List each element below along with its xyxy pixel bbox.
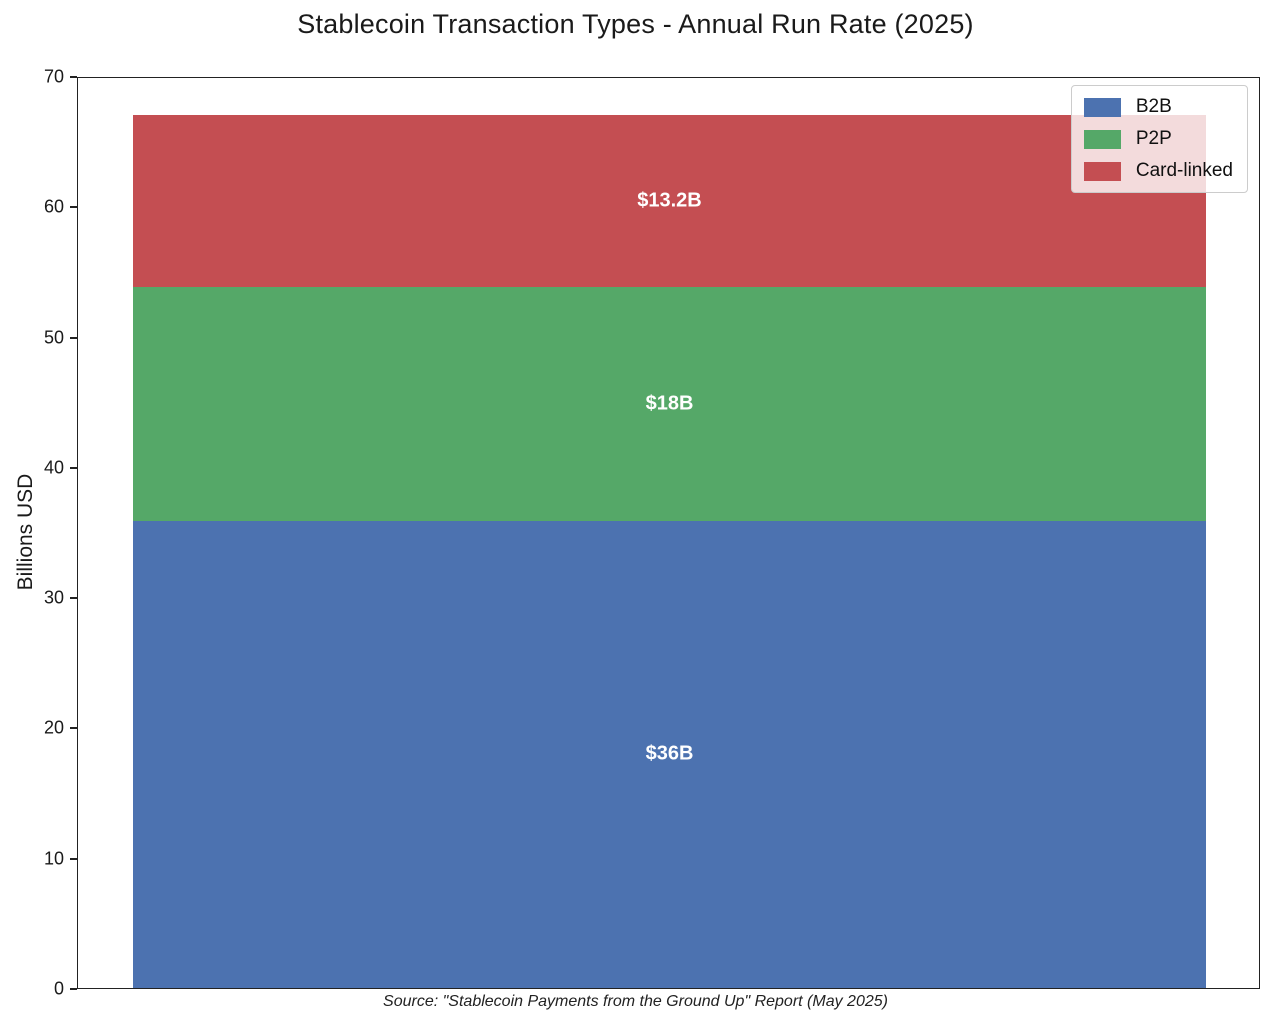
legend-swatch-icon xyxy=(1083,97,1121,117)
y-tick-mark xyxy=(70,76,77,78)
y-tick-label: 30 xyxy=(43,587,64,608)
legend: B2B P2P Card-linked xyxy=(1070,85,1248,193)
y-tick-mark xyxy=(70,466,77,469)
y-tick-label: 70 xyxy=(43,66,64,87)
y-axis-label: Billions USD xyxy=(14,473,37,591)
segment-value-label: $18B xyxy=(645,392,694,415)
bar-segment-card-linked: $13.2B xyxy=(133,115,1206,287)
y-tick-mark xyxy=(70,988,77,990)
y-tick-mark xyxy=(70,857,77,860)
legend-label: Card-linked xyxy=(1135,160,1233,181)
y-tick-mark xyxy=(70,597,77,600)
y-tick-label: 50 xyxy=(43,327,64,348)
y-tick-label: 60 xyxy=(43,196,64,217)
legend-swatch-icon xyxy=(1083,161,1121,181)
y-tick-mark xyxy=(70,206,77,209)
y-tick-label: 20 xyxy=(43,717,64,738)
plot-area: $36B $18B $13.2B B2B P2P Card-linked xyxy=(77,77,1260,989)
stacked-bar: $36B $18B $13.2B xyxy=(133,78,1206,988)
legend-item-card-linked: Card-linked xyxy=(1083,160,1233,182)
segment-value-label: $36B xyxy=(645,742,694,765)
bar-segment-p2p: $18B xyxy=(133,286,1206,521)
y-tick-label: 10 xyxy=(43,848,64,869)
legend-swatch-icon xyxy=(1083,129,1121,149)
segment-value-label: $13.2B xyxy=(637,189,702,212)
legend-item-b2b: B2B xyxy=(1083,96,1233,118)
bar-segment-b2b: $36B xyxy=(133,520,1206,988)
y-tick-mark xyxy=(70,336,77,339)
legend-label: B2B xyxy=(1135,96,1172,117)
chart-title: Stablecoin Transaction Types - Annual Ru… xyxy=(297,9,974,39)
legend-label: P2P xyxy=(1135,128,1172,149)
source-note: Source: "Stablecoin Payments from the Gr… xyxy=(383,993,888,1010)
legend-item-p2p: P2P xyxy=(1083,128,1233,150)
y-tick-mark xyxy=(70,727,77,730)
